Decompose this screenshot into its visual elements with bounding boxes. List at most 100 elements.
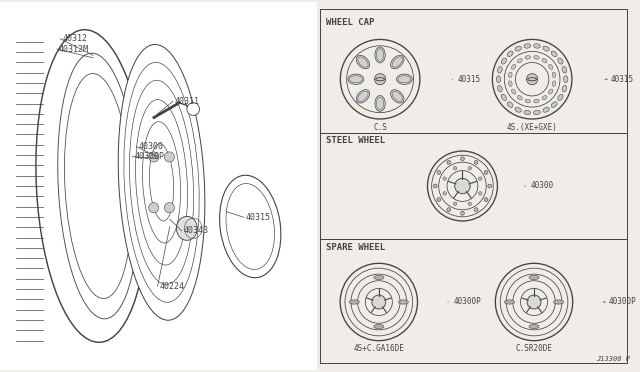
Ellipse shape <box>396 74 412 84</box>
Ellipse shape <box>508 102 513 108</box>
Ellipse shape <box>534 55 540 59</box>
Text: WHEEL CAP: WHEEL CAP <box>326 19 374 28</box>
Ellipse shape <box>529 324 539 329</box>
Circle shape <box>447 160 451 164</box>
Circle shape <box>468 167 472 170</box>
Circle shape <box>474 208 478 212</box>
Text: 40311: 40311 <box>175 97 200 106</box>
Circle shape <box>461 157 465 161</box>
Ellipse shape <box>501 94 506 100</box>
Ellipse shape <box>356 90 370 103</box>
Text: STEEL WHEEL: STEEL WHEEL <box>326 136 385 145</box>
Circle shape <box>148 152 159 162</box>
Circle shape <box>527 74 538 85</box>
Circle shape <box>148 203 159 213</box>
Ellipse shape <box>124 62 199 302</box>
Circle shape <box>443 192 447 195</box>
Circle shape <box>453 202 457 205</box>
Ellipse shape <box>558 94 563 100</box>
Circle shape <box>474 160 478 164</box>
Ellipse shape <box>504 300 515 304</box>
Text: 40315: 40315 <box>246 213 271 222</box>
Circle shape <box>527 295 541 309</box>
Text: 40312M: 40312M <box>59 45 89 54</box>
Ellipse shape <box>497 76 500 83</box>
Text: 40300: 40300 <box>138 142 163 151</box>
Ellipse shape <box>551 102 557 108</box>
Circle shape <box>433 184 437 188</box>
Ellipse shape <box>515 108 522 112</box>
Text: 40300P: 40300P <box>448 298 481 307</box>
Circle shape <box>484 198 488 202</box>
Circle shape <box>187 103 200 115</box>
Ellipse shape <box>542 96 547 100</box>
Circle shape <box>164 203 175 213</box>
Circle shape <box>164 152 175 162</box>
Ellipse shape <box>534 99 540 103</box>
Circle shape <box>455 178 470 194</box>
Text: C.SR20DE: C.SR20DE <box>516 344 552 353</box>
Ellipse shape <box>356 55 370 69</box>
Ellipse shape <box>177 217 197 240</box>
Text: 40300P: 40300P <box>603 298 636 307</box>
Ellipse shape <box>508 72 512 78</box>
Ellipse shape <box>548 64 553 69</box>
Circle shape <box>479 177 482 180</box>
Text: 40315: 40315 <box>605 75 633 84</box>
Text: 40312: 40312 <box>62 34 87 43</box>
Ellipse shape <box>374 275 384 280</box>
Ellipse shape <box>508 51 513 57</box>
Ellipse shape <box>534 44 540 48</box>
Ellipse shape <box>552 81 556 86</box>
Ellipse shape <box>562 67 566 73</box>
Ellipse shape <box>511 89 516 94</box>
Ellipse shape <box>374 324 384 329</box>
Ellipse shape <box>508 81 512 86</box>
Ellipse shape <box>525 99 531 103</box>
Text: C.S: C.S <box>373 123 387 132</box>
Text: 4S+C.GA16DE: 4S+C.GA16DE <box>353 344 404 353</box>
Text: 40315: 40315 <box>452 75 481 84</box>
Ellipse shape <box>564 76 568 83</box>
Ellipse shape <box>551 51 557 57</box>
Circle shape <box>443 177 447 180</box>
Ellipse shape <box>390 90 404 103</box>
Ellipse shape <box>548 89 553 94</box>
Circle shape <box>453 167 457 170</box>
Ellipse shape <box>58 53 139 319</box>
FancyBboxPatch shape <box>0 2 317 370</box>
Ellipse shape <box>349 300 359 304</box>
Circle shape <box>468 202 472 205</box>
Ellipse shape <box>497 86 502 92</box>
Ellipse shape <box>501 58 506 64</box>
Circle shape <box>372 295 386 309</box>
Ellipse shape <box>558 58 563 64</box>
Ellipse shape <box>65 73 132 299</box>
Ellipse shape <box>524 110 531 115</box>
Ellipse shape <box>562 86 566 92</box>
Text: 4S.(XE+GXE): 4S.(XE+GXE) <box>507 123 557 132</box>
Circle shape <box>437 170 441 174</box>
Ellipse shape <box>398 300 408 304</box>
Circle shape <box>437 198 441 202</box>
Ellipse shape <box>517 96 522 100</box>
Ellipse shape <box>348 74 364 84</box>
Ellipse shape <box>515 46 522 51</box>
Text: 40300P: 40300P <box>134 152 164 161</box>
Ellipse shape <box>524 44 531 48</box>
Ellipse shape <box>149 144 173 221</box>
Text: 40300: 40300 <box>525 182 554 190</box>
Ellipse shape <box>511 64 516 69</box>
Ellipse shape <box>129 80 193 284</box>
Circle shape <box>479 192 482 195</box>
Ellipse shape <box>390 55 404 69</box>
Ellipse shape <box>525 55 531 59</box>
Circle shape <box>374 74 386 85</box>
Text: 40224: 40224 <box>159 282 185 291</box>
Ellipse shape <box>118 44 205 320</box>
Ellipse shape <box>36 30 148 342</box>
Circle shape <box>484 170 488 174</box>
Ellipse shape <box>220 175 281 278</box>
Circle shape <box>488 184 492 188</box>
Ellipse shape <box>529 275 539 280</box>
